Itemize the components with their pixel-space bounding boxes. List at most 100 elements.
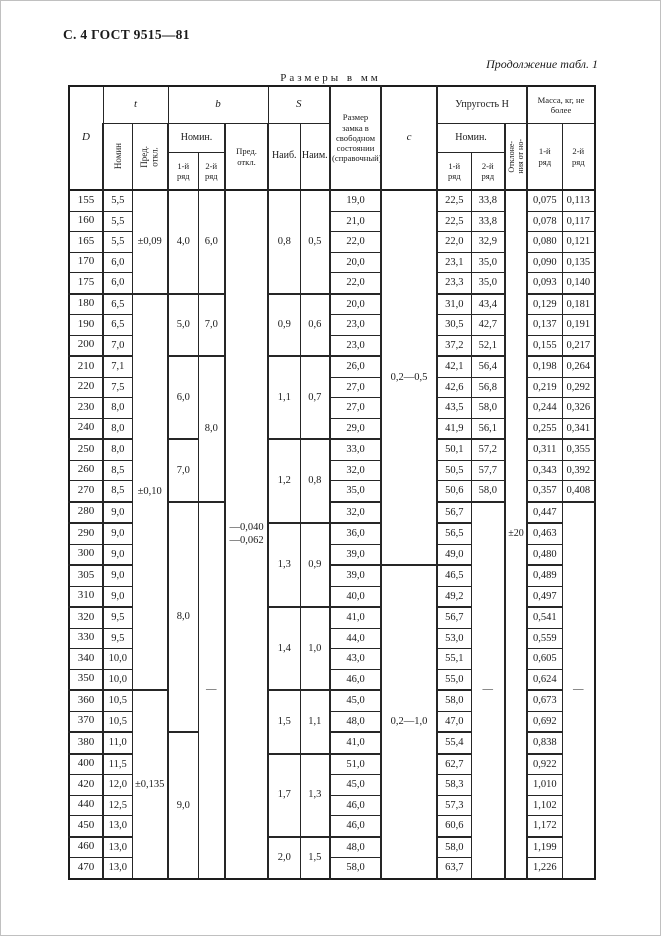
table-cell: 32,0 bbox=[329, 459, 382, 481]
table-cell: 8,0 bbox=[102, 397, 133, 419]
table-cell: 35,0 bbox=[470, 251, 506, 273]
header-t-deviation-label: Пред. откл. bbox=[139, 145, 160, 168]
table-cell: 0,489 bbox=[526, 564, 563, 587]
table-cell: 0,497 bbox=[526, 585, 563, 608]
table-cell: 0,264 bbox=[561, 355, 596, 378]
table-cell: 23,0 bbox=[329, 314, 382, 336]
table-cell: 50,5 bbox=[436, 459, 472, 481]
table-header: D t b S Размер замка в свободном состоян… bbox=[68, 85, 596, 191]
table-cell: 27,0 bbox=[329, 376, 382, 398]
table-cell: 165 bbox=[68, 231, 104, 253]
table-cell: 380 bbox=[68, 731, 104, 754]
table-cell: 49,2 bbox=[436, 585, 472, 608]
table-cell: 290 bbox=[68, 522, 104, 545]
table-cell: 0,838 bbox=[526, 731, 563, 754]
header-s-label: S bbox=[296, 98, 302, 111]
table-cell: 10,5 bbox=[102, 710, 133, 733]
table-cell: 48,0 bbox=[329, 710, 382, 733]
table-cell: 58,0 bbox=[470, 397, 506, 419]
table-cell: 23,1 bbox=[436, 251, 472, 273]
header-c: с bbox=[380, 85, 438, 191]
table-continuation-note: Продолжение табл. 1 bbox=[486, 57, 598, 71]
table-cell: 22,0 bbox=[329, 231, 382, 253]
table-cell: 310 bbox=[68, 585, 104, 608]
table-cell: 47,0 bbox=[436, 710, 472, 733]
table-cell: 58,0 bbox=[436, 689, 472, 712]
table-cell: 0,605 bbox=[526, 648, 563, 670]
table-cell: 0,559 bbox=[526, 627, 563, 649]
table-cell: 12,0 bbox=[102, 774, 133, 796]
table-cell: 48,0 bbox=[329, 835, 382, 858]
table-cell: 22,0 bbox=[436, 231, 472, 253]
table-cell: 11,5 bbox=[102, 752, 133, 775]
table-cell: 13,0 bbox=[102, 857, 133, 879]
table-cell: 41,0 bbox=[329, 606, 382, 629]
table-row: 470 13,0 58,0 63,7 1,226 bbox=[68, 857, 595, 879]
table-cell: 0,080 bbox=[526, 231, 563, 253]
table-cell: 8,0 bbox=[197, 355, 226, 502]
table-cell: 7,1 bbox=[102, 355, 133, 378]
table-cell: 440 bbox=[68, 794, 104, 816]
table-cell: 32,9 bbox=[470, 231, 506, 253]
table-cell: 9,0 bbox=[102, 522, 133, 545]
table-cell: 58,0 bbox=[436, 835, 472, 858]
table-cell: — bbox=[561, 500, 596, 879]
table-row: 240 8,0 29,0 41,9 56,1 0,255 0,341 bbox=[68, 417, 596, 440]
table-cell: 7,0 bbox=[102, 334, 133, 357]
table-row: 420 12,0 45,0 58,3 1,010 bbox=[68, 774, 595, 796]
table-cell: 340 bbox=[68, 648, 104, 670]
table-cell: 1,5 bbox=[267, 689, 301, 754]
table-cell: 220 bbox=[68, 376, 104, 398]
table-cell: 36,0 bbox=[329, 522, 382, 545]
table-cell: 1,172 bbox=[526, 815, 563, 837]
table-cell: 190 bbox=[68, 314, 104, 336]
table-cell: 5,5 bbox=[102, 210, 133, 232]
units-caption: Размеры в мм bbox=[280, 72, 381, 84]
table-cell: 0,2—0,5 bbox=[380, 189, 438, 566]
table-cell: —0,040 —0,062 bbox=[223, 189, 269, 879]
dimensions-table: D t b S Размер замка в свободном состоян… bbox=[68, 85, 597, 880]
table-cell: 57,3 bbox=[436, 794, 472, 816]
header-s-max: Наиб. bbox=[267, 123, 301, 191]
table-cell: ±20 bbox=[504, 189, 528, 879]
header-s-min: Наим. bbox=[299, 123, 331, 191]
table-row: 340 10,0 43,0 55,1 0,605 bbox=[68, 648, 595, 670]
table-cell: 305 bbox=[68, 564, 104, 587]
table-cell: 23,0 bbox=[329, 334, 382, 357]
table-row: 155 5,5 ±0,09 4,0 6,0 —0,040 —0,062 0,8 0,5 19,0… bbox=[68, 189, 596, 879]
header-b: b bbox=[167, 85, 269, 124]
table-cell: 37,2 bbox=[436, 334, 472, 357]
table-cell: 20,0 bbox=[329, 251, 382, 273]
table-cell: 21,0 bbox=[329, 210, 382, 232]
table-cell: 155 bbox=[68, 189, 104, 212]
table-cell: 8,0 bbox=[102, 438, 133, 461]
table-cell: 43,5 bbox=[436, 397, 472, 419]
table-cell: 0,191 bbox=[561, 314, 596, 336]
header-mass-row1: 1-й ряд bbox=[526, 123, 563, 191]
table-cell: 8,5 bbox=[102, 459, 133, 481]
table-cell: 46,0 bbox=[329, 794, 382, 816]
header-c-label: с bbox=[406, 131, 412, 144]
table-cell: 55,1 bbox=[436, 648, 472, 670]
table-cell: 0,311 bbox=[526, 438, 563, 461]
header-elasticity: Упругость Н bbox=[436, 85, 528, 124]
table-cell: 0,181 bbox=[561, 292, 596, 315]
table-cell: 33,0 bbox=[329, 438, 382, 461]
table-cell: 26,0 bbox=[329, 355, 382, 378]
table-cell: 44,0 bbox=[329, 627, 382, 649]
table-cell: 370 bbox=[68, 710, 104, 733]
table-row: 450 13,0 46,0 60,6 1,172 bbox=[68, 815, 595, 837]
table-cell: 23,3 bbox=[436, 272, 472, 294]
table-cell: 46,5 bbox=[436, 564, 472, 587]
table-row: 160 5,5 21,0 22,5 33,8 0,078 0,117 bbox=[68, 210, 596, 232]
header-s: S bbox=[267, 85, 331, 124]
table-cell: 20,0 bbox=[329, 292, 382, 315]
table-cell: 250 bbox=[68, 438, 104, 461]
table-cell: 0,093 bbox=[526, 272, 563, 294]
table-cell: 0,408 bbox=[561, 480, 596, 502]
table-row: 350 10,0 46,0 55,0 0,624 bbox=[68, 668, 595, 691]
table-cell: 1,0 bbox=[299, 606, 331, 691]
table-cell: 360 bbox=[68, 689, 104, 712]
table-cell: 0,198 bbox=[526, 355, 563, 378]
table-cell: — bbox=[197, 500, 226, 879]
